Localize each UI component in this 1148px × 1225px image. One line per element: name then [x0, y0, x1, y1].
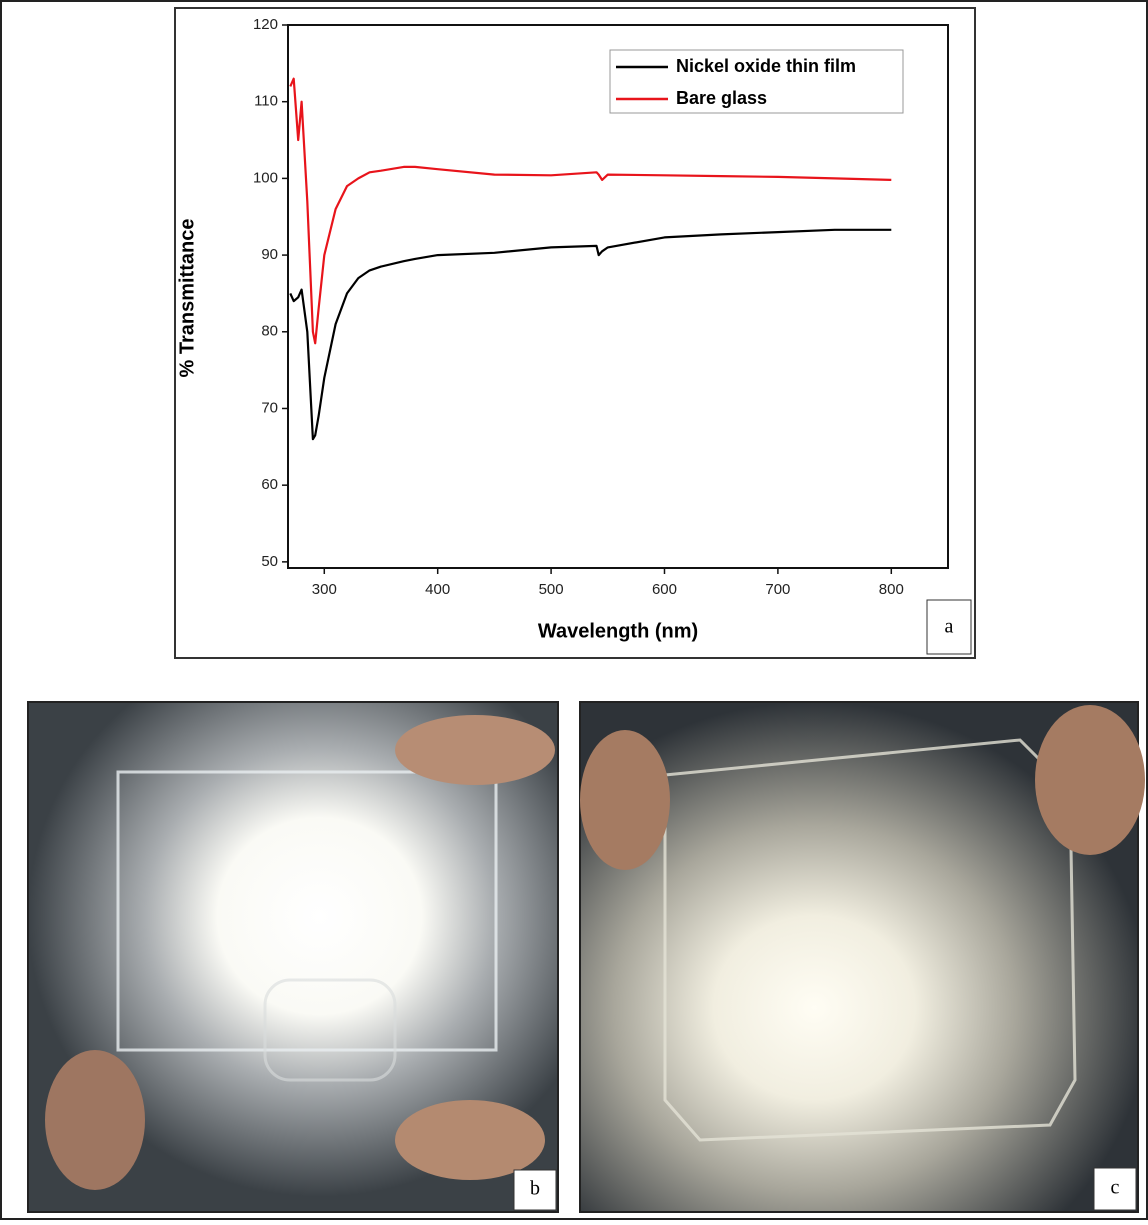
photo-c [579, 701, 1145, 1213]
y-tick-label: 80 [261, 323, 278, 340]
series-line [289, 77, 892, 345]
x-tick-label: 700 [765, 581, 790, 598]
legend-box [609, 49, 904, 114]
plot-frame [287, 24, 949, 569]
y-tick-label: 110 [254, 93, 278, 110]
y-axis-title: % Transmittance [176, 219, 198, 378]
y-tick-label: 120 [253, 16, 278, 33]
legend-label: Nickel oxide thin film [676, 56, 856, 76]
series-line [289, 228, 892, 441]
panel-label-box [926, 599, 972, 655]
photo-b [27, 701, 559, 1213]
x-tick-label: 400 [425, 581, 450, 598]
y-tick-label: 90 [261, 246, 278, 263]
x-tick-label: 800 [879, 581, 904, 598]
photo-label: c [1111, 1177, 1120, 1199]
x-tick-label: 300 [312, 581, 337, 598]
x-tick-label: 500 [539, 581, 564, 598]
legend-label: Bare glass [676, 88, 767, 108]
y-tick-label: 100 [253, 169, 278, 186]
x-axis-title: Wavelength (nm) [538, 620, 698, 642]
x-tick-label: 600 [652, 581, 677, 598]
y-tick-label: 60 [261, 476, 278, 493]
y-tick-label: 50 [261, 553, 278, 570]
y-tick-label: 70 [261, 399, 278, 416]
photo-label: b [530, 1178, 540, 1200]
panel-label: a [945, 616, 954, 638]
